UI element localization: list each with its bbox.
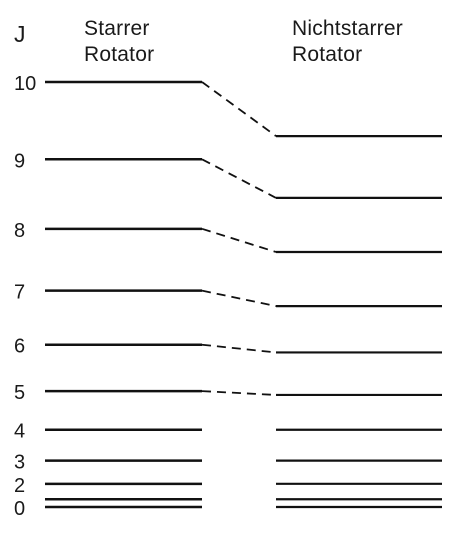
left-title-line-1: Starrer — [84, 17, 150, 40]
connector-dashed-j7 — [201, 289, 277, 307]
connector-dashed-j9 — [201, 158, 277, 199]
connector-dashed-j5 — [201, 390, 277, 396]
axis-label-j: J — [14, 21, 26, 47]
energy-levels: 10 9 8 7 6 5 4 320 — [14, 73, 442, 520]
j-label-10: 10 — [14, 73, 36, 95]
j-label-0: 0 — [14, 498, 25, 520]
j-label-2: 2 — [14, 475, 25, 497]
connector-dashed-j6 — [201, 343, 277, 354]
right-title-line-2: Rotator — [292, 43, 362, 66]
j-label-8: 8 — [14, 220, 25, 242]
j-label-5: 5 — [14, 382, 25, 404]
left-title-line-2: Rotator — [84, 43, 154, 66]
j-label-4: 4 — [14, 421, 25, 443]
j-label-3: 3 — [14, 452, 25, 474]
j-label-6: 6 — [14, 336, 25, 358]
right-title-line-1: Nichtstarrer — [292, 17, 403, 40]
connector-dashed-j8 — [201, 227, 277, 253]
connector-dashed-j10 — [201, 81, 277, 137]
j-label-9: 9 — [14, 150, 25, 172]
j-label-7: 7 — [14, 282, 25, 304]
